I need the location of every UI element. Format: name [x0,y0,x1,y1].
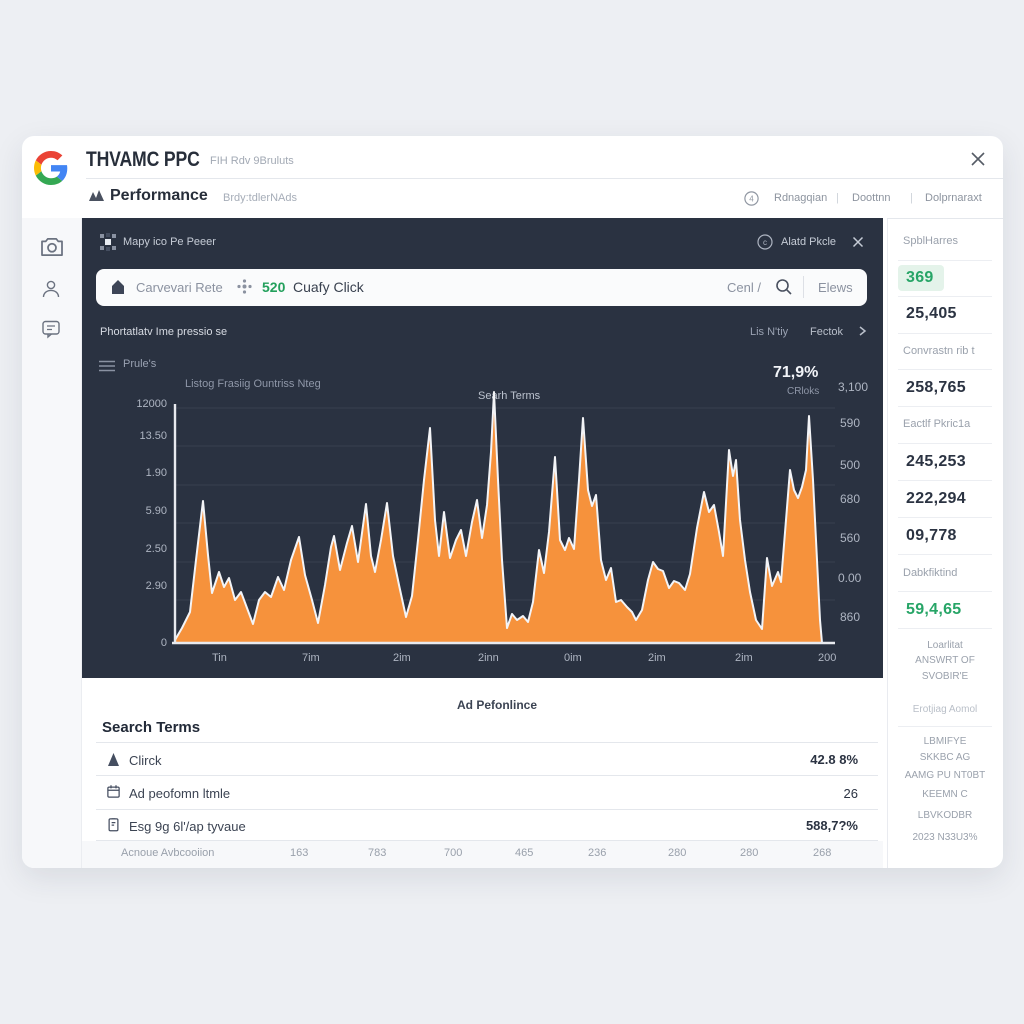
svg-text:4: 4 [749,195,754,204]
svg-text:c: c [763,238,767,247]
